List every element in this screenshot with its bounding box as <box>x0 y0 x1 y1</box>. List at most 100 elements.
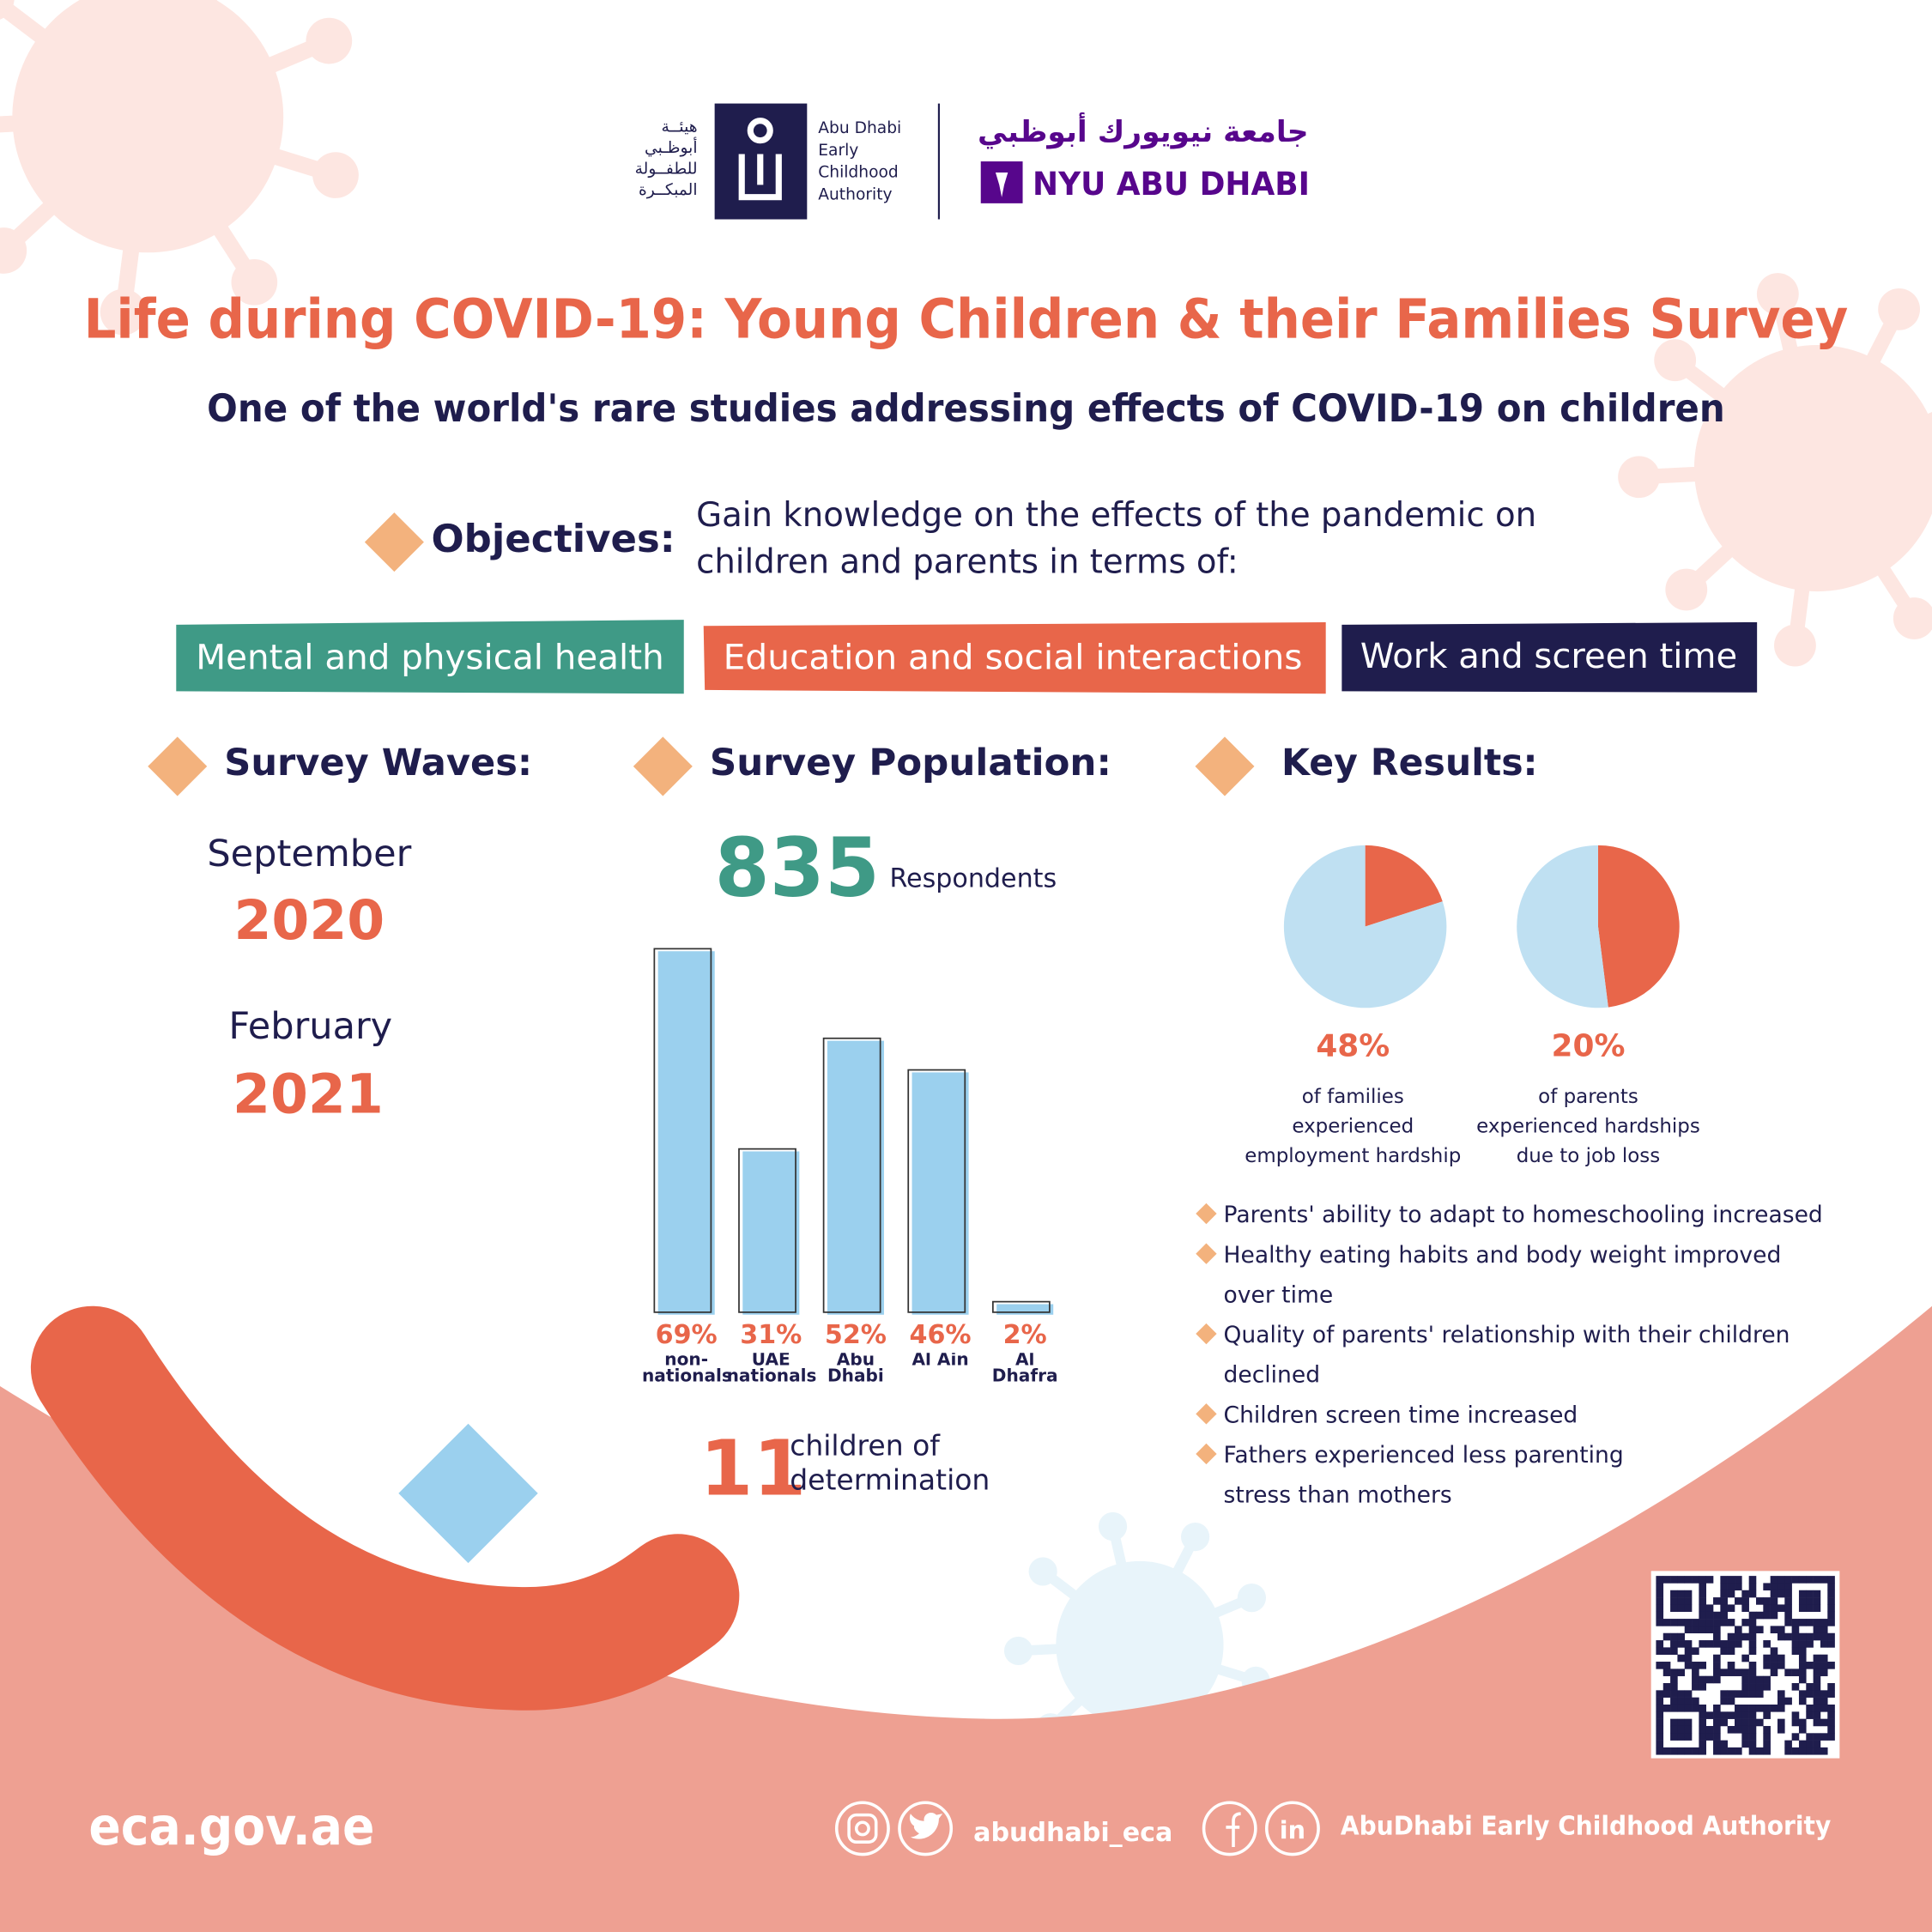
qr-module <box>1813 1747 1821 1755</box>
qr-module <box>1820 1697 1828 1705</box>
finding-text: Children screen time increased <box>1224 1402 1578 1428</box>
qr-module <box>1705 1611 1714 1620</box>
qr-module <box>1791 1576 1800 1584</box>
qr-module <box>1670 1725 1678 1734</box>
qr-module <box>1699 1733 1707 1741</box>
qr-module <box>1692 1697 1699 1705</box>
stat-description: experienced <box>1292 1115 1414 1137</box>
qr-module <box>1806 1632 1814 1641</box>
qr-module <box>1727 1690 1735 1698</box>
bar-value-label: 31% <box>740 1320 802 1350</box>
qr-module <box>1713 1611 1721 1620</box>
bar-category: non-nationals <box>641 1353 731 1387</box>
qr-module <box>1670 1597 1678 1605</box>
objectives-text: Gain knowledge on the effects of the pan… <box>696 496 1536 535</box>
qr-module <box>1699 1704 1707 1712</box>
qr-module <box>1813 1669 1821 1676</box>
bar-outline <box>907 1069 966 1313</box>
qr-module <box>1684 1590 1693 1598</box>
virus-spike <box>1654 339 1697 382</box>
stat-description: employment hardship <box>1245 1145 1461 1167</box>
qr-module <box>1662 1662 1671 1669</box>
qr-module <box>1806 1690 1814 1698</box>
virus-spike <box>0 0 15 20</box>
qr-module <box>1705 1733 1714 1741</box>
title: Life during COVID-19: Young Children & t… <box>84 287 1849 350</box>
stat-description: experienced hardships <box>1476 1115 1700 1137</box>
qr-module <box>1806 1590 1814 1598</box>
qr-module <box>1798 1690 1807 1698</box>
section-heading: Key Results: <box>1281 742 1538 784</box>
bullet-diamond <box>633 736 693 796</box>
qr-module <box>1770 1669 1778 1676</box>
qr-module <box>1735 1597 1742 1605</box>
qr-module <box>1748 1662 1757 1669</box>
social-handle: abudhabi_eca <box>973 1818 1172 1848</box>
qr-module <box>1806 1597 1814 1605</box>
qr-module <box>1770 1662 1778 1669</box>
qr-module <box>1656 1604 1664 1613</box>
qr-module <box>1777 1725 1785 1734</box>
qr-module <box>1748 1683 1757 1691</box>
qr-module <box>1735 1725 1742 1734</box>
qr-module <box>1784 1611 1792 1620</box>
qr-module <box>1741 1733 1749 1741</box>
qr-module <box>1713 1632 1721 1641</box>
qr-module <box>1777 1704 1785 1712</box>
qr-module <box>1677 1704 1686 1712</box>
finding-bullet <box>1196 1323 1217 1345</box>
qr-module <box>1713 1725 1721 1734</box>
qr-module <box>1763 1583 1771 1591</box>
virus-body <box>12 0 284 253</box>
qr-module <box>1798 1647 1807 1655</box>
qr-module <box>1820 1718 1828 1727</box>
qr-module <box>1748 1590 1757 1598</box>
qr-module <box>1670 1683 1678 1691</box>
qr-module <box>1784 1669 1792 1676</box>
qr-module <box>1741 1654 1749 1662</box>
qr-module <box>1763 1711 1771 1719</box>
qr-module <box>1806 1704 1814 1712</box>
qr-module <box>1827 1619 1835 1626</box>
qr-module <box>1748 1669 1757 1676</box>
qr-module <box>1763 1725 1771 1734</box>
qr-module <box>1699 1611 1707 1620</box>
virus-spike <box>1028 1557 1057 1586</box>
qr-module <box>1784 1597 1792 1605</box>
nyu-torch <box>995 172 1008 197</box>
qr-module <box>1670 1733 1678 1741</box>
qr-module <box>1798 1632 1807 1641</box>
eca-english: Early <box>818 142 858 160</box>
qr-module <box>1727 1725 1735 1734</box>
qr-module <box>1713 1662 1721 1669</box>
qr-module <box>1748 1619 1757 1626</box>
qr-module <box>1763 1611 1771 1620</box>
qr-module <box>1662 1669 1671 1676</box>
qr-module <box>1791 1647 1800 1655</box>
qr-module <box>1670 1669 1678 1676</box>
qr-module <box>1741 1632 1749 1641</box>
qr-module <box>1727 1590 1735 1598</box>
qr-module <box>1727 1576 1735 1584</box>
qr-module <box>1813 1597 1821 1605</box>
bar-category-label: non-nationals <box>641 1353 731 1387</box>
instagram-icon <box>847 1813 878 1844</box>
qr-module <box>1705 1711 1714 1719</box>
virus-spike <box>1003 1636 1033 1666</box>
qr-module <box>1720 1690 1728 1698</box>
qr-module <box>1755 1747 1764 1755</box>
qr-module <box>1741 1675 1749 1684</box>
qr-module <box>1662 1690 1671 1698</box>
qr-module <box>1741 1704 1749 1712</box>
eca-logo: هيئــة أبوظـبي للطفــولة المبكــرة Abu D… <box>635 103 901 220</box>
qr-module <box>1777 1604 1785 1613</box>
qr-module <box>1727 1747 1735 1755</box>
qr-module <box>1699 1740 1707 1748</box>
qr-module <box>1777 1626 1785 1634</box>
virus-spike <box>1618 456 1660 499</box>
objectives-text: children and parents in terms of: <box>696 543 1239 582</box>
qr-module <box>1720 1640 1728 1648</box>
bar-value-label: 69% <box>656 1320 718 1350</box>
nyu-english: NYU ABU DHABI <box>1033 165 1310 203</box>
decoration <box>0 0 1932 1780</box>
